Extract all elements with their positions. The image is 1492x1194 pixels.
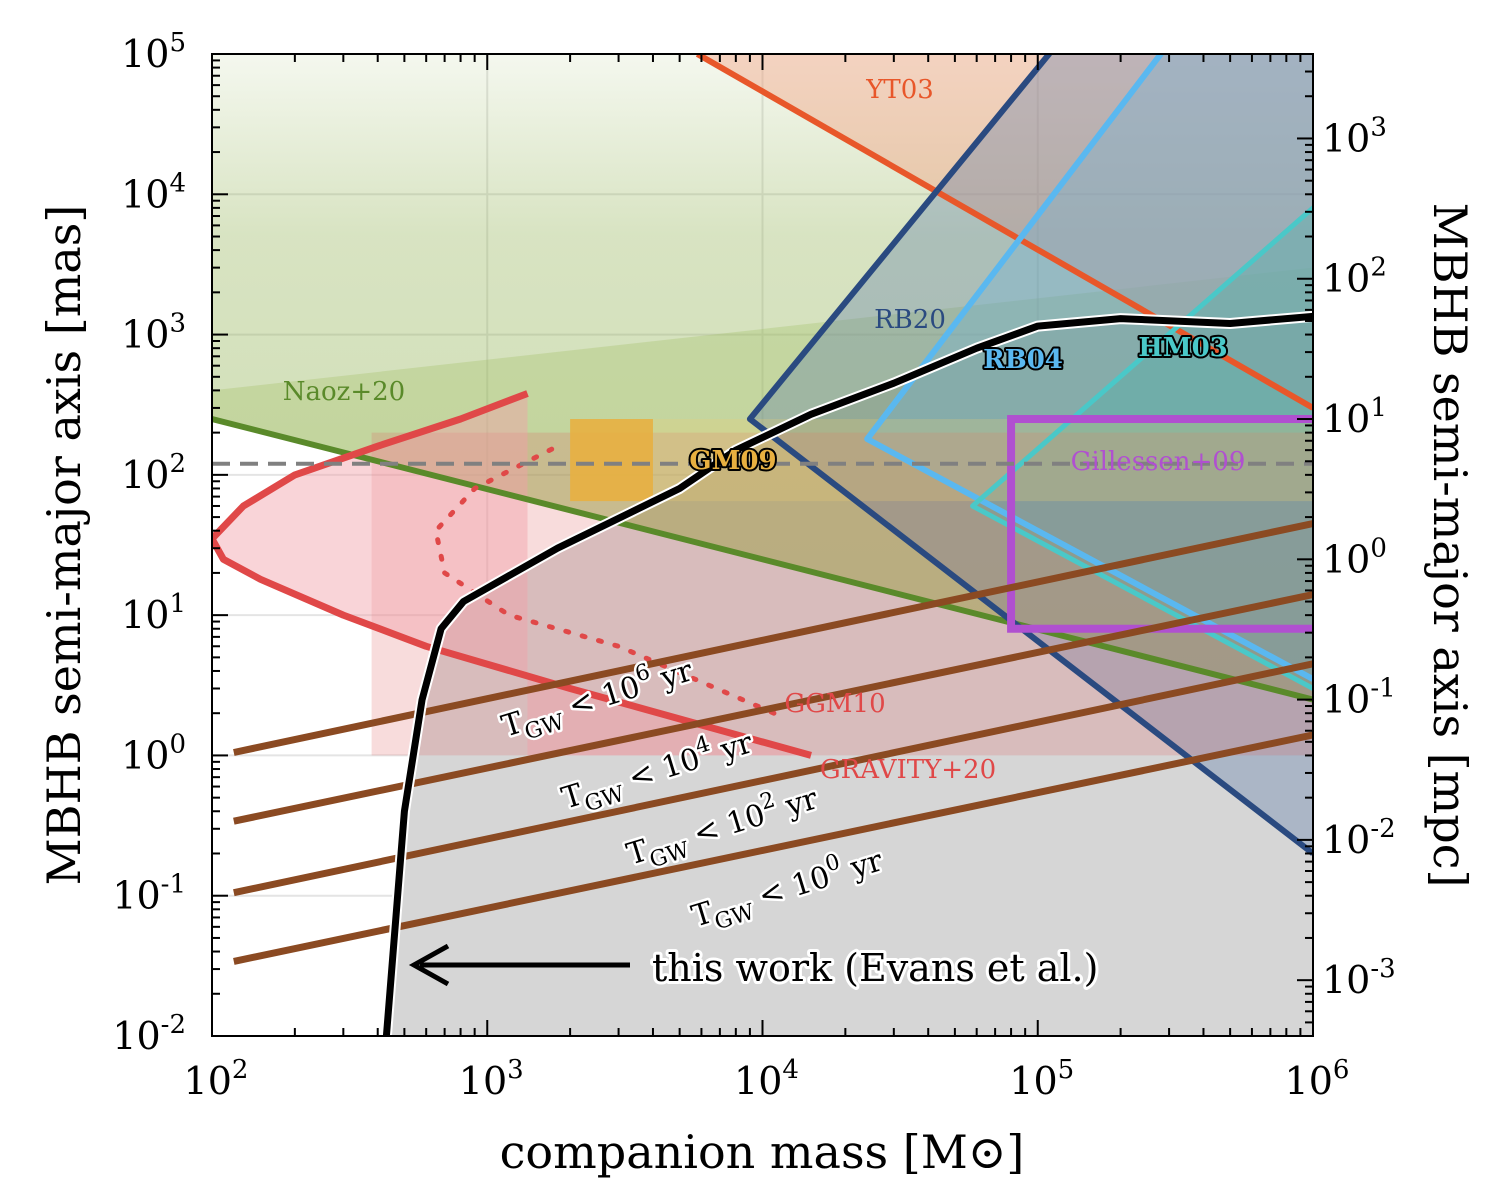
annotation-label: Gillessen+09 bbox=[1071, 447, 1246, 477]
x-tick-label: 103 bbox=[459, 1055, 524, 1103]
annotation-label: GGM10 bbox=[784, 689, 885, 719]
x-tick-label: 106 bbox=[1285, 1055, 1350, 1103]
annotation-label: HM03 bbox=[1138, 333, 1228, 363]
naoz-region-core bbox=[212, 267, 1313, 700]
this-work-label: this work (Evans et al.) bbox=[652, 946, 1098, 990]
this-work-arrowhead bbox=[408, 943, 450, 987]
plot-frame bbox=[211, 53, 1314, 1037]
y2-tick-label: 10-3 bbox=[1322, 954, 1396, 1002]
y-tick-label: 100 bbox=[121, 729, 186, 777]
tgw-line bbox=[233, 520, 1313, 756]
tgw-line bbox=[233, 731, 1313, 965]
y2-tick-label: 102 bbox=[1322, 253, 1387, 301]
naoz-line bbox=[212, 416, 1313, 703]
rb04-line bbox=[864, 54, 1313, 682]
annotation-label: Naoz+20 bbox=[283, 377, 405, 407]
y-tick-label: 105 bbox=[121, 28, 186, 76]
x-tick-label: 105 bbox=[1009, 1055, 1074, 1103]
y2-tick-label: 10-2 bbox=[1322, 814, 1396, 862]
annotation-label: YT03 bbox=[865, 75, 934, 105]
this-work-line bbox=[382, 312, 1313, 1036]
y2-tick-label: 101 bbox=[1322, 393, 1387, 441]
x-axis-title: companion mass [M⊙] bbox=[500, 1125, 1025, 1179]
y2-axis-title: MBHB semi-major axis [mpc] bbox=[1423, 203, 1477, 888]
yt03-line bbox=[695, 54, 1313, 411]
y-tick-label: 101 bbox=[121, 589, 186, 637]
gm09-box bbox=[570, 419, 653, 502]
y-tick-label: 10-2 bbox=[112, 1010, 186, 1058]
tgw-line bbox=[233, 660, 1313, 897]
y2-tick-label: 103 bbox=[1322, 112, 1387, 160]
annotation-label: RB04 bbox=[983, 345, 1063, 375]
x-tick-label: 104 bbox=[734, 1055, 799, 1103]
y-tick-label: 102 bbox=[121, 449, 186, 497]
y-axis-title: MBHB semi-major axis [mas] bbox=[37, 205, 91, 886]
rb20-line bbox=[746, 54, 1313, 856]
x-tick-label: 102 bbox=[184, 1055, 249, 1103]
annotation-label: GRAVITY+20 bbox=[820, 755, 996, 785]
ggm10-dotted-line bbox=[433, 443, 777, 716]
y-tick-label: 10-1 bbox=[112, 870, 186, 918]
hm03-line bbox=[970, 205, 1313, 691]
annotation-label: GM09 bbox=[689, 446, 776, 476]
rb04-region bbox=[867, 54, 1313, 680]
annotation-label: RB20 bbox=[874, 305, 946, 335]
y-tick-label: 104 bbox=[121, 168, 186, 216]
y-tick-label: 103 bbox=[121, 309, 186, 357]
y2-tick-label: 10-1 bbox=[1322, 674, 1396, 722]
y2-tick-label: 100 bbox=[1322, 533, 1387, 581]
series bbox=[212, 54, 1313, 1036]
annotations: 102 103 104 105 106 10-2 10-1 100 101 102 103 104 10… bbox=[112, 28, 1395, 1103]
